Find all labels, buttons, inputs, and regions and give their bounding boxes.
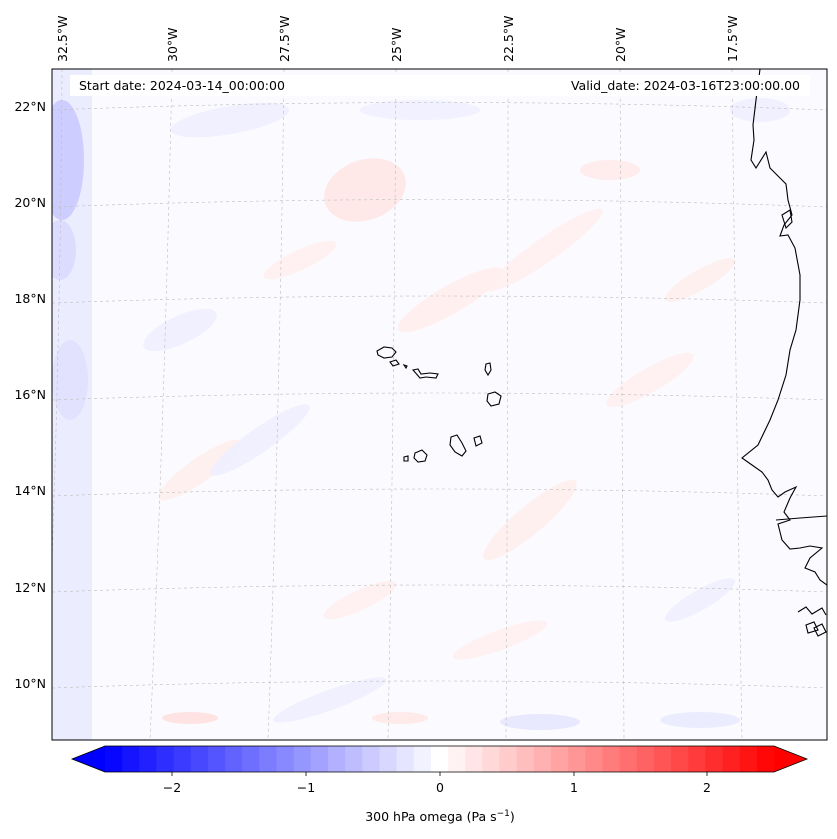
colorbar-segment — [516, 746, 535, 772]
colorbar-tick-label: 2 — [703, 780, 711, 795]
colorbar-segment — [465, 746, 483, 772]
island-brava — [403, 455, 409, 462]
africa-coastline — [741, 69, 827, 637]
colorbar-segment — [551, 746, 569, 772]
colorbar-segments — [105, 746, 775, 772]
colorbar-segment — [379, 746, 398, 772]
island-santo-antao — [376, 346, 397, 359]
lon-label: 32.5°W — [55, 16, 70, 62]
lat-label: 14°N — [14, 483, 46, 498]
valid-date-label: Valid_date: 2024-03-16T23:00:00.00 — [571, 78, 800, 93]
colorbar-segment — [225, 746, 243, 772]
island-fogo — [413, 449, 428, 463]
lon-label: 17.5°W — [725, 16, 740, 62]
colorbar-segment — [413, 746, 432, 772]
colorbar-segment — [482, 746, 501, 772]
lat-label: 16°N — [14, 387, 46, 402]
lat-label: 22°N — [14, 99, 46, 114]
colorbar-segment — [328, 746, 346, 772]
lat-label: 20°N — [14, 195, 46, 210]
lat-label: 18°N — [14, 291, 46, 306]
colorbar-segment — [207, 746, 226, 772]
colorbar-segment — [568, 746, 586, 772]
colorbar-segment — [156, 746, 175, 772]
island-sao-nicolau — [411, 368, 439, 379]
lat-label: 12°N — [14, 580, 46, 595]
colorbar: −2 −1 0 1 2 300 hPa omega (Pa s−1) — [70, 745, 809, 824]
colorbar-segment — [293, 746, 312, 772]
colorbar-segment — [173, 746, 192, 772]
colorbar-tick-label: −1 — [297, 780, 315, 795]
colorbar-segment — [362, 746, 381, 772]
island-santiago — [449, 434, 467, 457]
colorbar-tick-label: −2 — [163, 780, 181, 795]
colorbar-segment — [122, 746, 140, 772]
graticule — [52, 69, 827, 740]
colorbar-segment — [722, 746, 741, 772]
colorbar-segment — [756, 746, 775, 772]
colorbar-segment — [430, 746, 449, 772]
lon-label: 20°W — [613, 27, 628, 62]
colorbar-segment — [619, 746, 638, 772]
colorbar-segment — [671, 746, 689, 772]
colorbar-segment — [636, 746, 655, 772]
colorbar-segment — [602, 746, 621, 772]
island-santa-luzia — [402, 363, 408, 370]
start-date-label: Start date: 2024-03-14_00:00:00 — [79, 78, 285, 93]
colorbar-segment — [585, 746, 604, 772]
colorbar-segment — [276, 746, 295, 772]
header-strip — [70, 75, 810, 96]
colorbar-segment — [688, 746, 706, 772]
colorbar-segment — [139, 746, 158, 772]
island-boa-vista — [486, 391, 502, 407]
island-sao-vicente — [389, 359, 400, 367]
longitude-labels: 32.5°W 30°W 27.5°W 25°W 22.5°W 20°W 17.5… — [55, 16, 740, 62]
colorbar-tick-label: 1 — [570, 780, 578, 795]
colorbar-segment — [396, 746, 415, 772]
island-sal — [484, 362, 492, 377]
island-maio — [473, 435, 483, 447]
map-background — [52, 69, 827, 740]
colorbar-segment — [190, 746, 209, 772]
colorbar-tick-label: 0 — [436, 780, 444, 795]
colorbar-high-extension — [774, 746, 807, 772]
lon-label: 30°W — [165, 27, 180, 62]
colorbar-segment — [653, 746, 672, 772]
colorbar-segment — [448, 746, 466, 772]
colorbar-ticks — [171, 772, 708, 776]
colorbar-segment — [105, 746, 123, 772]
lon-label: 22.5°W — [501, 16, 516, 62]
colorbar-segment — [259, 746, 278, 772]
lon-label: 25°W — [389, 27, 404, 62]
colorbar-segment — [705, 746, 724, 772]
latitude-labels: 22°N 20°N 18°N 16°N 14°N 12°N 10°N — [14, 99, 46, 691]
colorbar-segment — [533, 746, 552, 772]
lon-label: 27.5°W — [277, 16, 292, 62]
colorbar-label: 300 hPa omega (Pa s−1) — [365, 809, 515, 824]
map-frame — [51, 68, 828, 741]
lat-label: 10°N — [14, 676, 46, 691]
colorbar-segment — [739, 746, 758, 772]
cape-verde-islands — [376, 346, 502, 463]
colorbar-low-extension — [72, 746, 105, 772]
omega-field — [52, 69, 790, 740]
map-panel: Start date: 2024-03-14_00:00:00 Valid_da… — [51, 68, 828, 741]
colorbar-segment — [242, 746, 260, 772]
colorbar-segment — [499, 746, 518, 772]
colorbar-segment — [310, 746, 329, 772]
colorbar-segment — [345, 746, 363, 772]
colorbar-outline — [70, 745, 809, 773]
